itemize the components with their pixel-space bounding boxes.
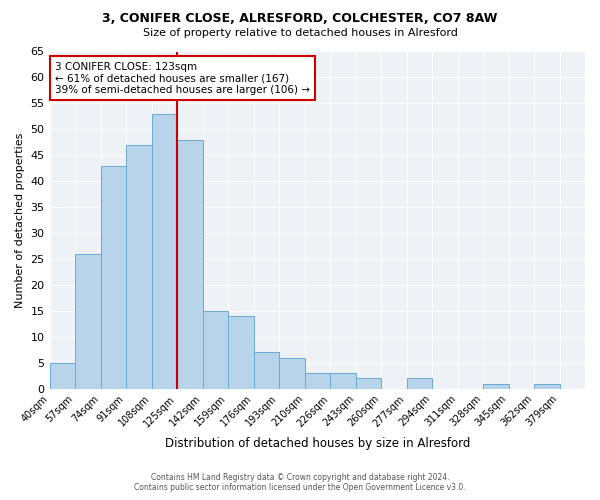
Text: 3 CONIFER CLOSE: 123sqm
← 61% of detached houses are smaller (167)
39% of semi-d: 3 CONIFER CLOSE: 123sqm ← 61% of detache… (55, 62, 310, 95)
X-axis label: Distribution of detached houses by size in Alresford: Distribution of detached houses by size … (164, 437, 470, 450)
Bar (407, 378, 432, 389)
Bar (50, 363, 75, 389)
Y-axis label: Number of detached properties: Number of detached properties (15, 132, 25, 308)
Bar (177, 140, 203, 389)
Bar (330, 373, 356, 389)
Bar (228, 316, 254, 389)
Text: Size of property relative to detached houses in Alresford: Size of property relative to detached ho… (143, 28, 457, 38)
Bar (152, 114, 177, 389)
Bar (101, 166, 126, 389)
Bar (279, 358, 305, 389)
Bar (483, 384, 509, 389)
Bar (534, 384, 560, 389)
Bar (356, 378, 381, 389)
Bar (305, 373, 330, 389)
Bar (203, 311, 228, 389)
Text: 3, CONIFER CLOSE, ALRESFORD, COLCHESTER, CO7 8AW: 3, CONIFER CLOSE, ALRESFORD, COLCHESTER,… (103, 12, 497, 26)
Bar (126, 145, 152, 389)
Bar (254, 352, 279, 389)
Text: Contains HM Land Registry data © Crown copyright and database right 2024.
Contai: Contains HM Land Registry data © Crown c… (134, 473, 466, 492)
Bar (75, 254, 101, 389)
